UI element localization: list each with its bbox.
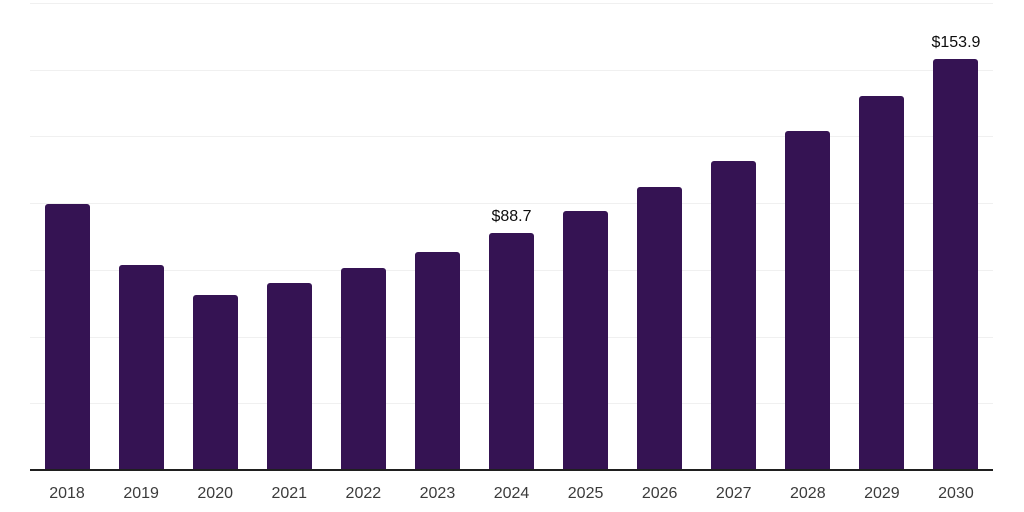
data-label-2030: $153.9 [931, 34, 981, 52]
x-tick-label-2021: 2021 [271, 485, 308, 502]
bar-2025 [563, 211, 609, 470]
bar-2020 [192, 294, 238, 470]
gridline [30, 203, 993, 205]
bar-2021 [266, 282, 312, 470]
x-tick-label-2027: 2027 [715, 485, 752, 502]
data-label-2024: $88.7 [491, 208, 532, 226]
bar-2018 [44, 203, 90, 470]
gridline [30, 136, 993, 138]
x-tick-label-2018: 2018 [49, 485, 85, 502]
x-tick-label-2023: 2023 [419, 485, 456, 502]
bar-2024 [489, 233, 534, 470]
bar-2028 [785, 131, 831, 470]
x-tick-label-2020: 2020 [197, 485, 233, 502]
x-tick-label-2030: 2030 [938, 485, 974, 502]
bar-2023 [414, 251, 460, 470]
bar-2026 [637, 186, 683, 470]
gridline [30, 69, 993, 71]
x-tick-label-2022: 2022 [345, 485, 382, 502]
bar-2019 [118, 264, 164, 470]
bar-2029 [859, 96, 905, 470]
x-tick-label-2028: 2028 [790, 485, 826, 502]
x-tick-label-2019: 2019 [123, 485, 159, 502]
gridline [30, 3, 993, 4]
x-tick-label-2029: 2029 [864, 485, 900, 502]
bar-2027 [711, 160, 757, 470]
x-tick-label-2025: 2025 [567, 485, 604, 502]
bar-2030 [933, 59, 979, 470]
bar-2022 [340, 267, 386, 470]
x-tick-label-2026: 2026 [641, 485, 678, 502]
x-tick-label-2024: 2024 [493, 485, 530, 502]
x-axis-line [30, 469, 993, 471]
